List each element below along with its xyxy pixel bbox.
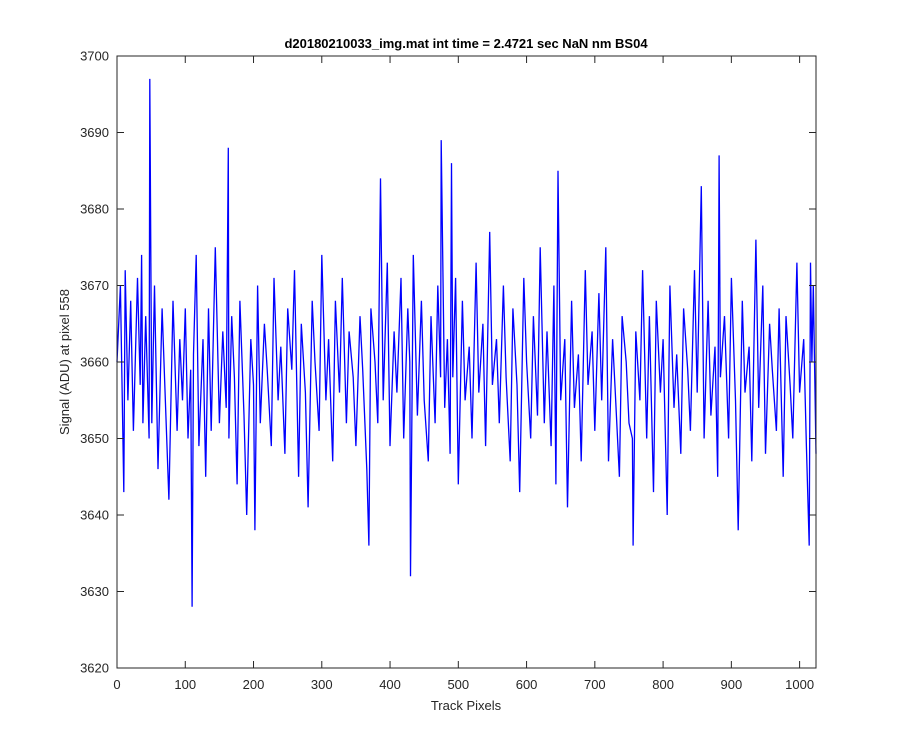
- y-tick-label: 3620: [80, 661, 109, 676]
- x-tick-label: 600: [516, 677, 538, 692]
- x-tick-label: 500: [447, 677, 469, 692]
- y-tick-label: 3690: [80, 125, 109, 140]
- x-tick-label: 0: [113, 677, 120, 692]
- chart-title: d20180210033_img.mat int time = 2.4721 s…: [284, 36, 648, 51]
- y-axis-title: Signal (ADU) at pixel 558: [57, 289, 72, 435]
- x-axis-title: Track Pixels: [431, 698, 502, 713]
- x-tick-label: 300: [311, 677, 333, 692]
- x-tick-label: 400: [379, 677, 401, 692]
- y-tick-label: 3700: [80, 49, 109, 64]
- x-tick-label: 100: [174, 677, 196, 692]
- x-tick-label: 900: [721, 677, 743, 692]
- x-tick-label: 700: [584, 677, 606, 692]
- axes-layer: 0 100 200 300 400 500 600 700 800 900 1000 3620 3630…: [80, 49, 817, 692]
- y-tick-label: 3630: [80, 584, 109, 599]
- y-tick-label: 3640: [80, 508, 109, 523]
- y-tick-label: 3650: [80, 431, 109, 446]
- data-layer: [116, 78, 817, 607]
- y-tick-label: 3660: [80, 355, 109, 370]
- x-tick-label: 1000: [785, 677, 814, 692]
- x-tick-label: 200: [243, 677, 265, 692]
- x-tick-label: 800: [652, 677, 674, 692]
- y-tick-label: 3680: [80, 202, 109, 217]
- y-tick-label: 3670: [80, 278, 109, 293]
- series-line-1: [116, 78, 817, 607]
